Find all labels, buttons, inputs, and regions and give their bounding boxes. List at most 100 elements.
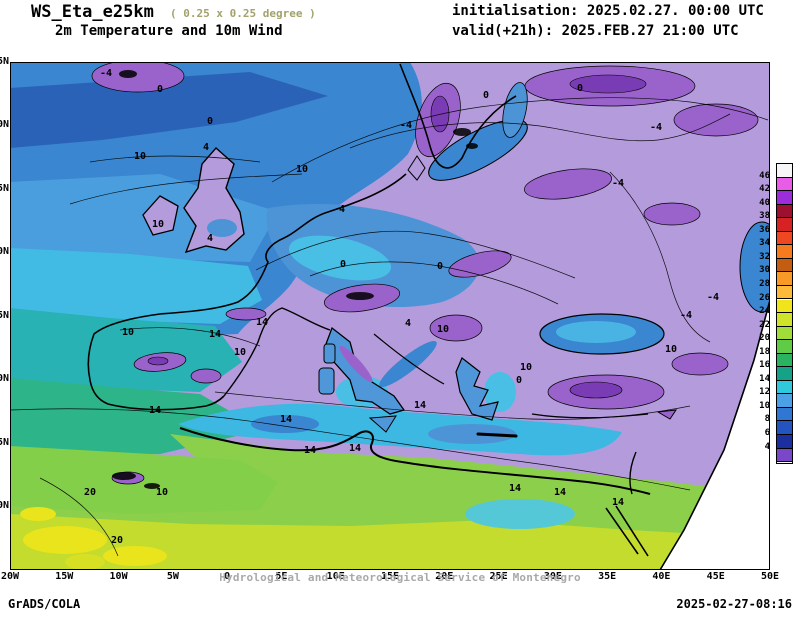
contour-label: 14 — [279, 414, 293, 425]
colorbar-cell — [777, 272, 792, 286]
lon-tick-10E: 10E — [326, 571, 345, 582]
lon-tick-10W: 10W — [109, 571, 128, 582]
contour-label: 10 — [664, 344, 678, 355]
colorbar-value-36: 36 — [759, 224, 770, 235]
contour-label: -4 — [679, 310, 693, 321]
colorbar-value-30: 30 — [759, 265, 770, 276]
contour-label: -4 — [706, 292, 720, 303]
colorbar-cell — [777, 380, 792, 395]
lon-tick-0: 0 — [224, 571, 231, 582]
lon-tick-30E: 30E — [543, 571, 562, 582]
colorbar-value-18: 18 — [759, 346, 770, 357]
colorbar-value-6: 6 — [764, 428, 770, 438]
contour-label: 0 — [436, 261, 444, 272]
lat-tick-65N: 65N — [0, 56, 9, 67]
contour-lines-layer — [10, 97, 769, 557]
contour-label: 4 — [404, 318, 412, 329]
contour-label: 10 — [151, 219, 165, 230]
contour-label: 0 — [482, 90, 490, 101]
colorbar-cell — [777, 367, 792, 381]
lon-tick-15W: 15W — [55, 571, 74, 582]
valid-time: valid(+21h): 2025.FEB.27 21:00 UTC — [452, 23, 739, 39]
contour-label: 14 — [208, 329, 222, 340]
contour-label: 14 — [413, 400, 427, 411]
contour-label: 4 — [206, 233, 214, 244]
contour-label: 20 — [83, 487, 97, 498]
grads-credit: GrADS/COLA — [8, 597, 81, 611]
colorbar-cells — [776, 163, 793, 464]
colorbar-value-32: 32 — [759, 251, 770, 262]
lon-tick-15E: 15E — [380, 571, 400, 582]
colorbar-cell — [777, 258, 792, 273]
resolution-note: ( 0.25 x 0.25 degree ) — [170, 7, 316, 20]
contour-label: 10 — [121, 327, 135, 338]
lon-tick-25E: 25E — [489, 571, 508, 582]
colorbar-cell — [777, 204, 792, 219]
colorbar-cell — [777, 448, 792, 463]
colorbar-cell — [777, 218, 792, 232]
contour-label: 14 — [148, 405, 162, 416]
contour-labels-layer: -4 0 0 4 -4 0 0 -4 10 10 -4 10 4 4 0 0 -4 -4 10 14 14 10 4 10 10… — [10, 62, 770, 570]
contour-label: 14 — [255, 317, 269, 328]
colorbar-value-28: 28 — [759, 278, 770, 289]
map-edge — [659, 299, 770, 570]
contour-label: 14 — [611, 497, 625, 508]
contour-label: 0 — [339, 259, 347, 270]
colorbar-value-10: 10 — [759, 400, 770, 411]
contour-label: -4 — [99, 68, 113, 79]
colorbar-value-42: 42 — [759, 184, 770, 195]
lon-tick-35E: 35E — [598, 571, 617, 582]
lon-tick-5E: 5E — [275, 571, 288, 582]
colorbar-value-12: 12 — [759, 387, 770, 398]
lon-tick-20W: 20W — [0, 571, 20, 582]
colorbar-value-40: 40 — [759, 197, 770, 208]
colorbar-value-26: 26 — [759, 292, 770, 303]
colorbar-value-14: 14 — [759, 373, 770, 384]
lat-tick-45N: 45N — [0, 309, 9, 321]
colorbar-cell — [777, 394, 792, 408]
contour-label: 14 — [553, 487, 567, 498]
contour-label: 10 — [233, 347, 247, 358]
colorbar-cell — [777, 299, 792, 314]
chart-subtitle: 2m Temperature and 10m Wind — [55, 23, 283, 39]
colorbar-value-22: 22 — [759, 319, 770, 330]
colorbar-cell — [777, 164, 792, 178]
contour-label: 14 — [303, 445, 317, 456]
contour-label: -4 — [611, 178, 625, 189]
creation-timestamp: 2025-02-27-08:16 — [676, 597, 792, 611]
colorbar-value-46: 46 — [759, 170, 770, 181]
map-area: -4 0 0 4 -4 0 0 -4 10 10 -4 10 4 4 0 0 -4 -4 10 14 14 10 4 10 10… — [10, 62, 770, 570]
colorbar-cell — [777, 231, 792, 246]
colorbar-cell — [777, 326, 792, 341]
colorbar-cell — [777, 340, 792, 354]
colorbar-value-20: 20 — [759, 333, 770, 344]
lat-tick-60N: 60N — [0, 119, 9, 131]
contour-label: 4 — [338, 204, 346, 215]
init-time: initialisation: 2025.02.27. 00:00 UTC — [452, 3, 764, 19]
colorbar-labels: 46 42 40 38 36 34 32 30 28 26 24 22 20 18 16 14 12 10 8 6 4 — [726, 163, 772, 463]
colorbar-cell — [777, 177, 792, 192]
lat-tick-50N: 50N — [0, 246, 9, 258]
contour-label: 20 — [110, 535, 124, 546]
colorbar-cell — [777, 353, 792, 368]
contour-label: 0 — [156, 84, 164, 95]
colorbar-value-4: 4 — [764, 441, 770, 452]
contour-label: 0 — [206, 116, 214, 127]
contour-label: 0 — [515, 375, 523, 386]
colorbar-cell — [777, 191, 792, 205]
lat-tick-55N: 55N — [0, 182, 9, 194]
colorbar-value-34: 34 — [759, 238, 770, 249]
lat-tick-30N: 30N — [0, 500, 9, 511]
coastlines-layer — [87, 63, 678, 557]
lat-tick-40N: 40N — [0, 373, 9, 385]
lat-tick-35N: 35N — [0, 436, 9, 448]
contour-label: -4 — [649, 122, 663, 133]
lon-tick-50E: 50E — [760, 571, 780, 582]
colorbar-value-16: 16 — [759, 360, 770, 371]
contour-label: 14 — [508, 483, 522, 494]
model-name: WS_Eta_e25km — [31, 2, 154, 22]
colorbar-cell — [777, 285, 792, 300]
contour-label: 10 — [519, 362, 533, 373]
latitude-axis: 65N 60N 55N 50N 45N 40N 35N 30N — [0, 56, 9, 576]
